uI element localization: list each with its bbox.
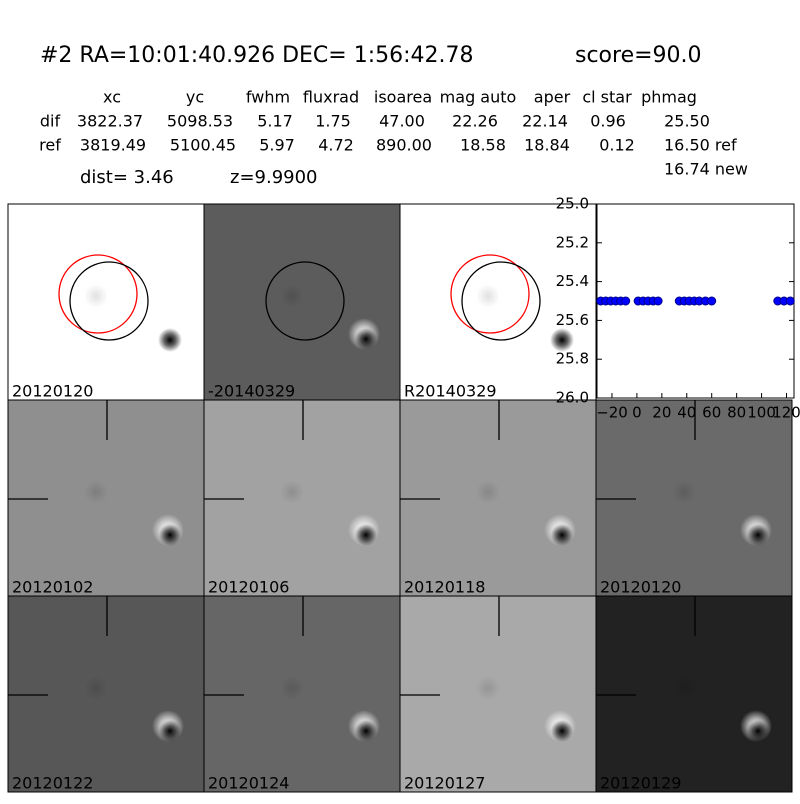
star-dark	[355, 720, 377, 742]
cell: 5.97	[259, 136, 295, 155]
column-header: yc	[186, 88, 204, 107]
faint-source	[280, 480, 304, 504]
faint-source	[672, 480, 696, 504]
x-tick-label: 100	[747, 404, 776, 422]
score: score=90.0	[575, 43, 702, 68]
cell: 25.50	[664, 112, 710, 131]
cell: 0.12	[599, 136, 635, 155]
cell: 47.00	[379, 112, 425, 131]
cell: 22.26	[452, 112, 498, 131]
y-tick-label: 25.4	[556, 272, 589, 290]
point	[785, 296, 795, 306]
faint-source	[84, 480, 108, 504]
y-tick-label: 26.0	[556, 389, 589, 407]
cell: 3819.49	[80, 136, 146, 155]
cell: 0.96	[590, 112, 626, 131]
panel-label: 20120106	[208, 578, 289, 597]
star-dark	[159, 720, 181, 742]
faint-source	[280, 284, 304, 308]
panel-label: 20120120	[600, 578, 681, 597]
y-tick-label: 25.0	[556, 195, 589, 213]
faint-source	[476, 480, 500, 504]
panel-label: 20120122	[12, 774, 93, 793]
panel-label: 20120124	[208, 774, 289, 793]
dif-circle	[69, 261, 149, 341]
cell: 18.58	[460, 136, 506, 155]
dist: dist= 3.46	[80, 167, 174, 188]
star-dark	[551, 720, 573, 742]
cell: 18.84	[524, 136, 570, 155]
star-dark	[747, 720, 769, 742]
star-dark	[747, 524, 769, 546]
point	[707, 296, 717, 306]
faint-source	[280, 676, 304, 700]
title: #2 RA=10:01:40.926 DEC= 1:56:42.78	[40, 43, 474, 68]
point	[621, 296, 631, 306]
faint-source	[84, 676, 108, 700]
cell: 5.17	[257, 112, 293, 131]
panel-label: -20140329	[208, 382, 295, 401]
column-header: phmag	[641, 88, 697, 107]
x-tick-label: 0	[632, 404, 642, 422]
x-tick-label: 60	[702, 404, 721, 422]
cell: 1.75	[315, 112, 351, 131]
panel-label: 20120129	[600, 774, 681, 793]
cell: 890.00	[376, 136, 432, 155]
y-tick-label: 25.8	[556, 350, 589, 368]
column-header: mag auto	[440, 88, 517, 107]
faint-source	[672, 676, 696, 700]
panel-label: R20140329	[404, 382, 497, 401]
x-tick-label: 40	[677, 404, 696, 422]
y-tick-label: 25.6	[556, 311, 589, 329]
row-label: ref	[39, 136, 61, 155]
faint-source	[84, 284, 108, 308]
point	[653, 296, 663, 306]
column-header: cl star	[582, 88, 632, 107]
cell: 5100.45	[170, 136, 236, 155]
z: z=9.9900	[230, 167, 318, 188]
panel-label: 20120118	[404, 578, 485, 597]
cell: 16.50 ref	[664, 136, 737, 155]
star-dark	[159, 524, 181, 546]
ref-circle	[450, 254, 530, 334]
cell: 4.72	[318, 136, 354, 155]
column-header: fwhm	[246, 88, 290, 107]
dif-circle	[265, 261, 345, 341]
x-tick-label: 20	[652, 404, 671, 422]
row-label: dif	[40, 112, 61, 131]
faint-source	[476, 284, 500, 308]
star-dark	[355, 328, 377, 350]
column-header: fluxrad	[303, 88, 359, 107]
x-tick-label: −20	[596, 404, 628, 422]
x-tick-label: 120	[772, 404, 800, 422]
cell: 22.14	[522, 112, 568, 131]
star	[158, 328, 182, 352]
ref-circle	[58, 254, 138, 334]
faint-source	[476, 676, 500, 700]
x-tick-label: 80	[727, 404, 746, 422]
panel-label: 20120127	[404, 774, 485, 793]
star	[550, 328, 574, 352]
star-dark	[551, 524, 573, 546]
column-header: xc	[103, 88, 121, 107]
dif-circle	[461, 261, 541, 341]
panel-label: 20120120	[12, 382, 93, 401]
cell: 5098.53	[167, 112, 233, 131]
column-header: aper	[534, 88, 571, 107]
y-tick-label: 25.2	[556, 233, 589, 251]
star-dark	[355, 524, 377, 546]
panel-label: 20120102	[12, 578, 93, 597]
phmag-new: 16.74 new	[664, 160, 748, 179]
column-header: isoarea	[374, 88, 432, 107]
cell: 3822.37	[77, 112, 143, 131]
